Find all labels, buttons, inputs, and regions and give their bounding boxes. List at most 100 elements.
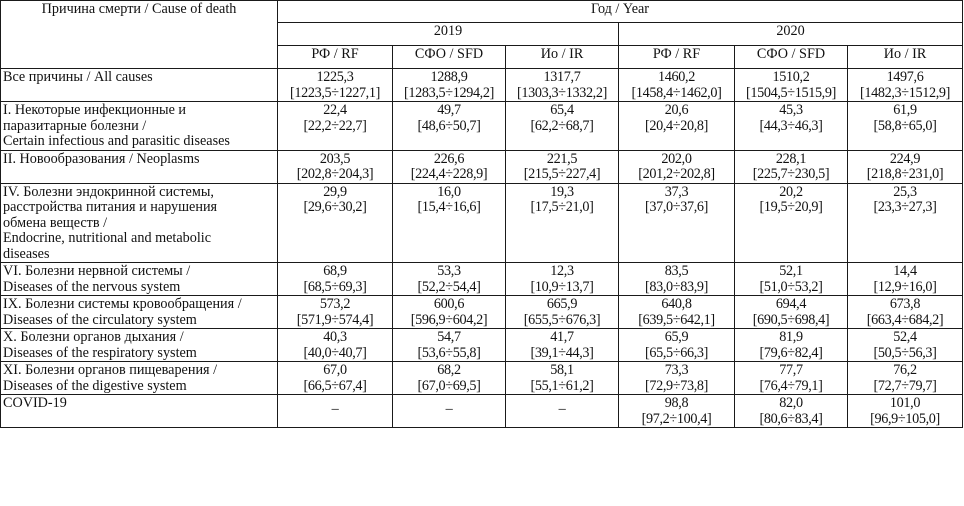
mortality-rate-value: 61,9 <box>893 102 917 118</box>
mortality-rate-value: 1225,3 <box>316 69 354 85</box>
value-cell-ir-2019: 41,7 [39,1÷44,3] <box>505 328 619 362</box>
confidence-interval: [55,1÷61,2] <box>530 377 594 394</box>
confidence-interval: [37,0÷37,6] <box>644 199 709 215</box>
value-cell-sfd-2019: 49,7 [48,6÷50,7] <box>392 101 506 151</box>
mortality-rate-value: 25,3 <box>893 183 917 200</box>
value-cell-rf-2020: 65,9 [65,5÷66,3] <box>618 328 735 362</box>
region-header-ir-2019: Ио / IR <box>505 45 619 69</box>
mortality-rate-value: 65,9 <box>664 329 689 345</box>
confidence-interval: [72,9÷73,8] <box>644 377 709 394</box>
confidence-interval: [596,9÷604,2] <box>410 311 488 328</box>
confidence-interval: [65,5÷66,3] <box>644 344 709 361</box>
confidence-interval: [225,7÷230,5] <box>752 166 830 182</box>
mortality-rate-value: 29,9 <box>323 183 347 200</box>
value-cell-ir-2020: 224,9 [218,8÷231,0] <box>846 149 964 184</box>
table-row: I. Некоторые инфекционные и паразитарные … <box>0 101 964 151</box>
cause-label: Diseases of the respiratory system <box>3 344 197 361</box>
value-cell-rf-2020: 202,0 [201,2÷202,8] <box>618 149 735 184</box>
value-cell-ir-2019: 1317,7 [1303,3÷1332,2] <box>505 68 619 102</box>
value-cell-sfd-2019: 600,6 [596,9÷604,2] <box>392 295 506 329</box>
confidence-interval: [202,8÷204,3] <box>296 166 374 182</box>
cause-cell: X. Болезни органов дыхания / Diseases of … <box>0 328 278 362</box>
confidence-interval: [17,5÷21,0] <box>530 199 594 215</box>
value-cell-ir-2019: – <box>505 394 619 428</box>
confidence-interval: [215,5÷227,4] <box>523 166 601 182</box>
cause-column-header: Причина смерти / Cause of death <box>0 0 278 69</box>
value-cell-ir-2020: 1497,6 [1482,3÷1512,9] <box>846 68 964 102</box>
confidence-interval: [79,6÷82,4] <box>759 344 823 361</box>
mortality-rate-value: 673,8 <box>889 296 921 312</box>
mortality-rate-value: 77,7 <box>779 362 803 378</box>
cause-cell: COVID-19 <box>0 394 278 428</box>
mortality-rate-value: 1317,7 <box>543 69 581 85</box>
mortality-rate-value: 49,7 <box>437 102 461 118</box>
value-cell-ir-2020: 101,0 [96,9÷105,0] <box>846 394 964 428</box>
confidence-interval: [20,4÷20,8] <box>644 117 709 134</box>
cause-label: Diseases of the nervous system <box>3 278 181 295</box>
confidence-interval: [51,0÷53,2] <box>759 278 823 295</box>
mortality-rate-value: 665,9 <box>546 296 578 312</box>
cause-label: Все причины / All causes <box>3 69 153 85</box>
confidence-interval: [224,4÷228,9] <box>410 166 488 182</box>
value-cell-rf-2019: 29,9 [29,6÷30,2] <box>277 182 393 263</box>
confidence-interval: [655,5÷676,3] <box>523 311 601 328</box>
mortality-rate-value: 76,2 <box>893 362 917 378</box>
mortality-rate-value: 12,3 <box>550 263 574 279</box>
cause-label: VI. Болезни нервной системы / <box>3 263 191 279</box>
mortality-rate-value: 67,0 <box>323 362 347 378</box>
confidence-interval: [66,5÷67,4] <box>303 377 367 394</box>
year-header-2019: 2019 <box>277 22 619 46</box>
confidence-interval: [1223,5÷1227,1] <box>289 84 381 101</box>
mortality-rate-value: 101,0 <box>889 395 921 411</box>
mortality-rate-value: 20,6 <box>664 102 689 118</box>
value-cell-sfd-2020: 45,3 [44,3÷46,3] <box>734 101 848 151</box>
confidence-interval: [48,6÷50,7] <box>417 117 481 134</box>
region-header-sfd-2019: СФО / SFD <box>392 45 506 69</box>
cause-label: I. Некоторые инфекционные и <box>3 102 187 118</box>
value-cell-sfd-2020: 228,1 [225,7÷230,5] <box>734 149 848 184</box>
mortality-rate-value: 83,5 <box>664 263 689 279</box>
mortality-rate-value: 640,8 <box>661 296 692 312</box>
mortality-rate-value: 1510,2 <box>772 69 810 85</box>
confidence-interval: [52,2÷54,4] <box>417 278 481 295</box>
table-row: II. Новообразования / Neoplasms 203,5 [202… <box>0 149 964 184</box>
cause-cell: Все причины / All causes <box>0 68 278 102</box>
confidence-interval: [83,0÷83,9] <box>644 278 709 295</box>
region-header-sfd-2020: СФО / SFD <box>734 45 848 69</box>
value-cell-sfd-2020: 77,7 [76,4÷79,1] <box>734 361 848 395</box>
confidence-interval: [22,2÷22,7] <box>303 117 367 134</box>
mortality-rate-value: 20,2 <box>779 183 803 200</box>
value-cell-rf-2019: 203,5 [202,8÷204,3] <box>277 149 393 184</box>
mortality-rate-value: 1497,6 <box>886 69 924 85</box>
cause-label: Certain infectious and parasitic disease… <box>3 133 230 149</box>
value-cell-sfd-2020: 20,2 [19,5÷20,9] <box>734 182 848 263</box>
mortality-table: Причина смерти / Cause of death Год / Ye… <box>0 0 964 428</box>
value-cell-rf-2020: 20,6 [20,4÷20,8] <box>618 101 735 151</box>
value-cell-sfd-2020: 82,0 [80,6÷83,4] <box>734 394 848 428</box>
cause-label: расстройства питания и нарушения <box>3 199 218 215</box>
mortality-rate-value: 14,4 <box>893 263 917 279</box>
no-data-dash: – <box>445 401 453 417</box>
value-cell-ir-2020: 76,2 [72,7÷79,7] <box>846 361 964 395</box>
mortality-rate-value: 22,4 <box>323 102 347 118</box>
cause-label: Diseases of the digestive system <box>3 377 187 394</box>
table-row: VI. Болезни нервной системы / Diseases of… <box>0 262 964 296</box>
value-cell-rf-2019: 1225,3 [1223,5÷1227,1] <box>277 68 393 102</box>
value-cell-ir-2020: 25,3 [23,3÷27,3] <box>846 182 964 263</box>
value-cell-rf-2019: – <box>277 394 393 428</box>
confidence-interval: [68,5÷69,3] <box>303 278 367 295</box>
confidence-interval: [39,1÷44,3] <box>530 344 594 361</box>
mortality-rate-value: 221,5 <box>546 150 578 167</box>
table-row: XI. Болезни органов пищеварения / Disease… <box>0 361 964 395</box>
value-cell-sfd-2019: – <box>392 394 506 428</box>
mortality-rate-value: 81,9 <box>779 329 803 345</box>
confidence-interval: [663,4÷684,2] <box>866 311 944 328</box>
value-cell-sfd-2020: 81,9 [79,6÷82,4] <box>734 328 848 362</box>
mortality-rate-value: 52,1 <box>779 263 803 279</box>
confidence-interval: [29,6÷30,2] <box>303 199 367 215</box>
value-cell-sfd-2019: 53,3 [52,2÷54,4] <box>392 262 506 296</box>
cause-label: IX. Болезни системы кровообращения / <box>3 296 242 312</box>
cause-label: XI. Болезни органов пищеварения / <box>3 362 218 378</box>
value-cell-rf-2019: 573,2 [571,9÷574,4] <box>277 295 393 329</box>
value-cell-rf-2020: 73,3 [72,9÷73,8] <box>618 361 735 395</box>
